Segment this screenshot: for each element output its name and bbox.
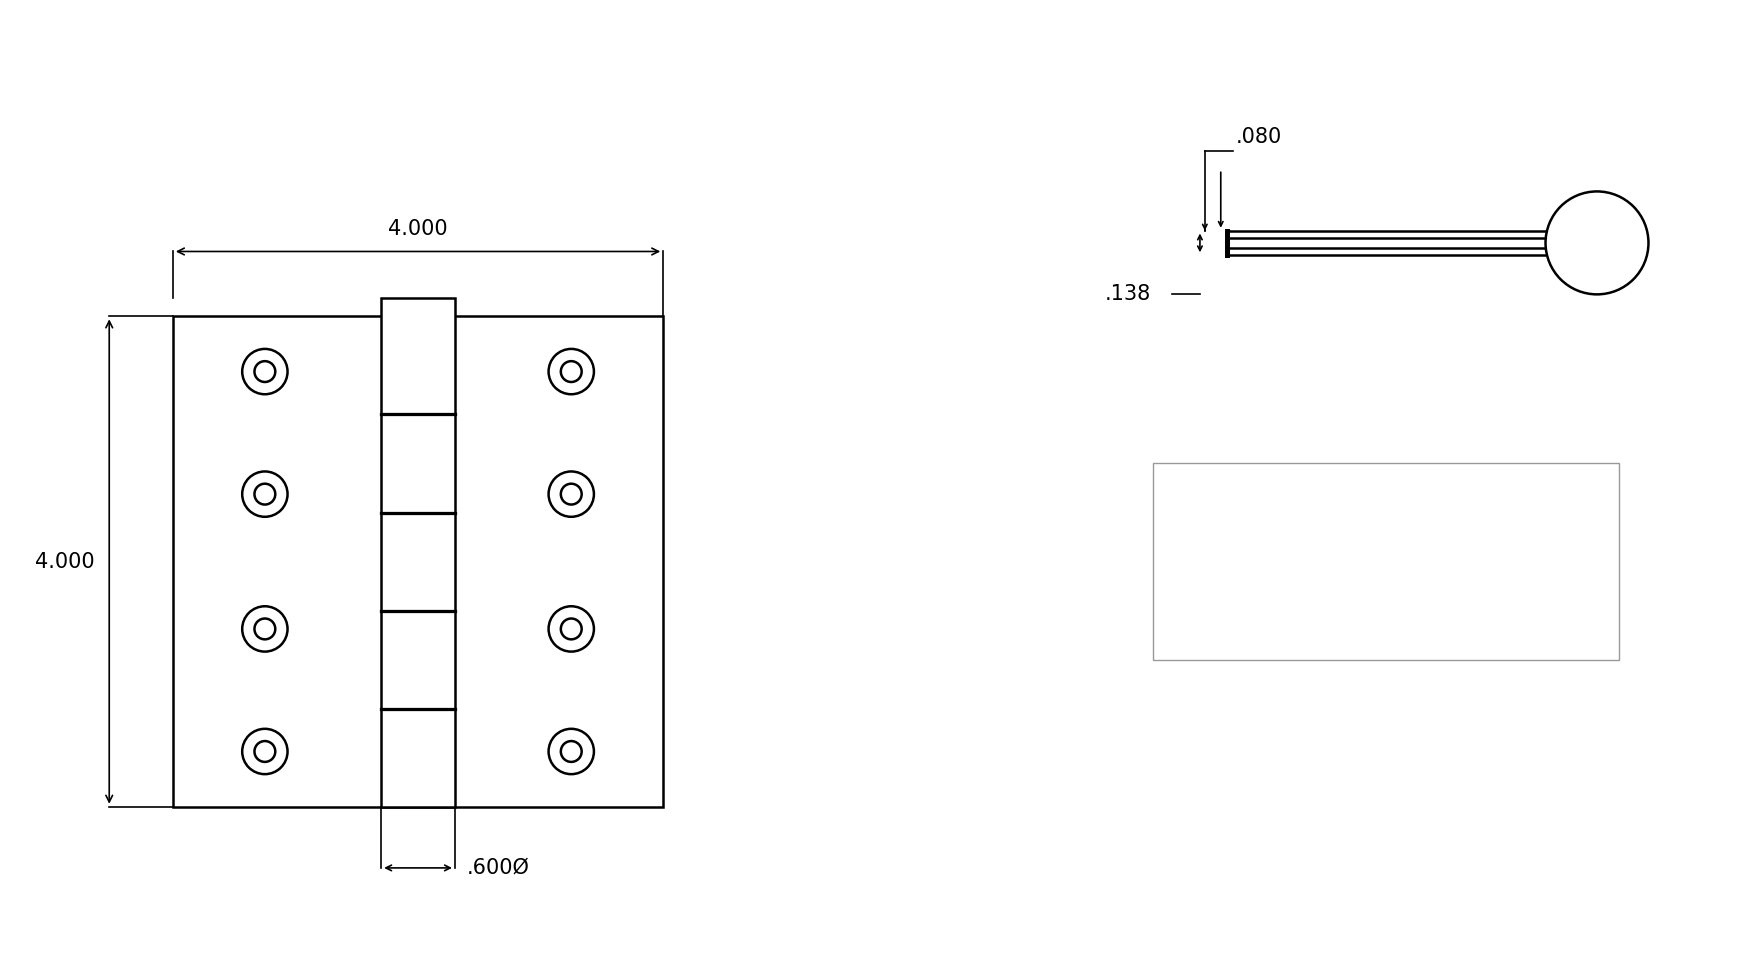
Bar (382, 298, 455, 806)
Circle shape (1546, 191, 1649, 295)
Circle shape (549, 606, 594, 652)
Circle shape (549, 348, 594, 394)
Circle shape (561, 741, 582, 762)
Circle shape (561, 484, 582, 505)
Circle shape (254, 741, 275, 762)
Text: 4.000: 4.000 (389, 220, 448, 239)
Text: .138: .138 (1105, 284, 1150, 305)
Text: 4.000: 4.000 (35, 551, 94, 572)
Circle shape (549, 729, 594, 774)
Text: Dimensions are in inches.
Tolerance: Dec ±.005
Frac ±1/64
Angles ±1/2°: Dimensions are in inches. Tolerance: Dec… (1171, 478, 1386, 578)
Text: .600Ø: .600Ø (467, 858, 530, 877)
Text: .080: .080 (1236, 127, 1281, 147)
Circle shape (254, 484, 275, 505)
Circle shape (254, 361, 275, 382)
Circle shape (242, 471, 288, 517)
Circle shape (549, 471, 594, 517)
Circle shape (561, 361, 582, 382)
Circle shape (254, 619, 275, 639)
Circle shape (242, 348, 288, 394)
Bar (173, 316, 662, 806)
Circle shape (561, 619, 582, 639)
Circle shape (242, 606, 288, 652)
Bar (1154, 464, 1619, 660)
Circle shape (242, 729, 288, 774)
